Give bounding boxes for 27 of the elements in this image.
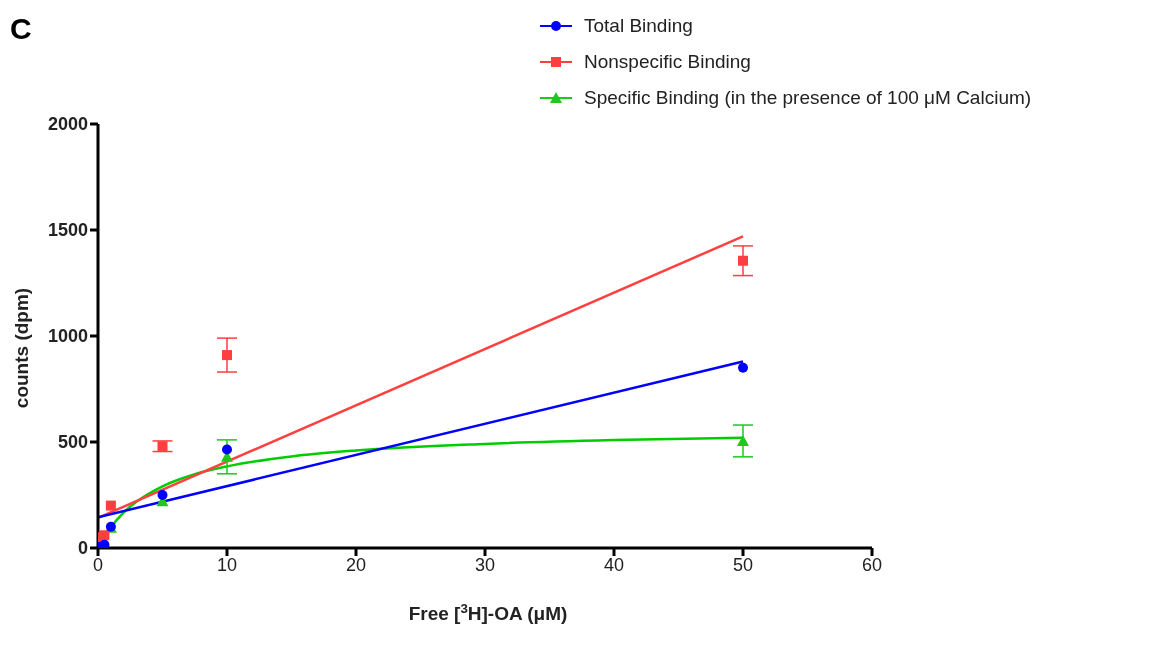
point (738, 255, 748, 266)
point (157, 441, 168, 452)
x-axis-title: Free [$^{3}$H]-OA (μM) (408, 600, 568, 624)
x-tick-label: 60 (861, 554, 883, 575)
point (105, 500, 116, 511)
legend-label: Specific Binding (in the presence of 100 μM Calcium) (584, 87, 1032, 109)
y-tick-label: 1000 (47, 326, 88, 347)
point (222, 350, 232, 361)
point (222, 444, 232, 455)
y-tick-label: 500 (57, 432, 88, 453)
x-tick-label: 0 (92, 554, 104, 575)
x-tick-label: 50 (732, 554, 754, 575)
legend-label: Total Binding (584, 15, 693, 37)
x-tick-label: 10 (216, 554, 238, 575)
point (738, 362, 748, 373)
point (99, 539, 110, 548)
y-tick-label: 0 (77, 538, 88, 559)
y-axis-title: counts (dpm) (11, 287, 32, 409)
point (737, 434, 749, 446)
x-tick-label: 20 (345, 554, 367, 575)
legend-label: Nonspecific Binding (584, 51, 751, 73)
y-tick-label: 2000 (47, 114, 88, 135)
y-tick-label: 1500 (47, 220, 88, 241)
point (157, 490, 168, 500)
x-tick-label: 30 (474, 554, 496, 575)
chart-title: C (10, 12, 32, 46)
x-tick-label: 40 (603, 554, 625, 575)
